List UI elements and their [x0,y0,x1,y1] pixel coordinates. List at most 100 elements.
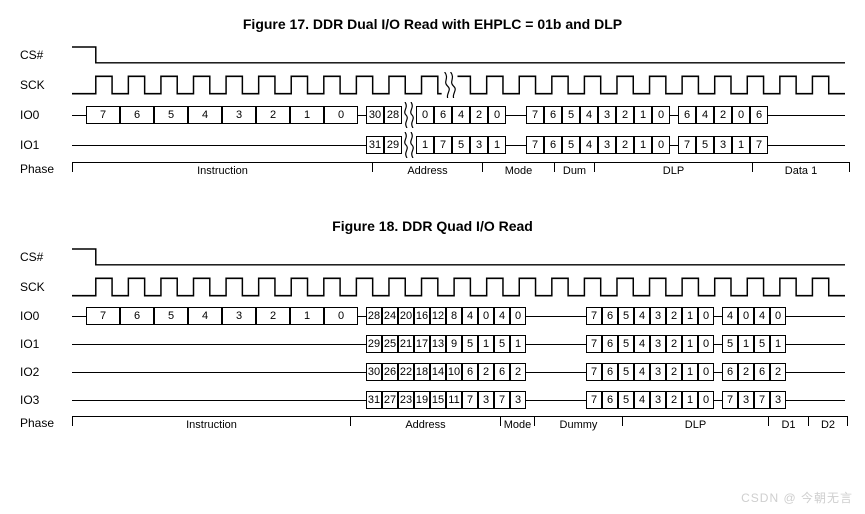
bit-cell: 5 [462,335,478,353]
bit-cell: 0 [738,307,754,325]
bit-cell: 3 [650,307,666,325]
bit-cell: 7 [754,391,770,409]
bit-cell: 6 [602,335,618,353]
bit-cell: 1 [634,136,652,154]
bit-cell: 23 [398,391,414,409]
bit-cell: 7 [586,335,602,353]
bit-cell: 26 [382,363,398,381]
bit-cell: 1 [478,335,494,353]
bit-cell: 1 [488,136,506,154]
gap [670,145,678,146]
bit-cell: 1 [770,335,786,353]
bit-cell: 31 [366,391,382,409]
gap [714,344,722,345]
phase-segment: DLP [622,416,768,426]
bit-cell: 28 [384,106,402,124]
sck-label: SCK [20,78,72,92]
bit-cell: 2 [738,363,754,381]
bit-cell: 28 [366,307,382,325]
fig18-phase-row: Phase InstructionAddressModeDummyDLPD1D2 [20,416,845,440]
bit-cell: 7 [86,106,120,124]
bit-cell: 4 [634,335,650,353]
bit-cell: 7 [86,307,120,325]
bit-cell: 6 [750,106,768,124]
bit-cell: 4 [754,307,770,325]
bit-cell: 2 [666,335,682,353]
bit-cell: 2 [478,363,494,381]
bit-cell: 21 [398,335,414,353]
gap [714,372,722,373]
gap [546,400,566,401]
gap [566,316,586,317]
bit-cell: 6 [120,106,154,124]
gap [358,400,366,401]
bit-cell: 3 [650,335,666,353]
gap [506,145,526,146]
gap [566,344,586,345]
bit-cell: 5 [618,335,634,353]
fig17-io1-row: IO1 3129175317654321075317 [20,132,845,158]
bit-cell: 0 [416,106,434,124]
bit-cell: 2 [510,363,526,381]
bit-cell: 4 [452,106,470,124]
bit-cell: 4 [722,307,738,325]
bit-cell: 12 [430,307,446,325]
bit-cell: 1 [682,363,698,381]
bit-cell: 2 [616,106,634,124]
bit-cell: 9 [446,335,462,353]
clock-waveform [72,274,845,300]
phase-segment: Instruction [72,416,350,426]
bit-cell: 5 [754,335,770,353]
io3-label: IO3 [20,393,72,407]
bit-cell: 1 [290,106,324,124]
bit-cell: 7 [586,307,602,325]
bit-cell: 0 [698,363,714,381]
gap [526,400,546,401]
fig17-block: CS# SCK IO0 7654321030280642076543210642… [20,42,845,186]
phase-segment: D2 [808,416,848,426]
bit-cell: 2 [666,307,682,325]
gap [72,115,86,116]
fig18-io3-row: IO3 3127231915117373765432107373 [20,388,845,412]
bit-cell: 7 [586,363,602,381]
gap [526,316,546,317]
phase-segment: D1 [768,416,808,426]
sck-label: SCK [20,280,72,294]
phase-segment: Instruction [72,162,372,172]
fig17-title: Figure 17. DDR Dual I/O Read with EHPLC … [20,16,845,32]
bit-cell: 3 [650,363,666,381]
bit-cell: 3 [770,391,786,409]
bit-cell: 4 [634,307,650,325]
bit-cell: 5 [562,136,580,154]
bit-cell: 29 [384,136,402,154]
bit-cell: 0 [652,136,670,154]
gap [506,115,526,116]
phase-segment: Dummy [534,416,622,426]
bit-cell: 0 [732,106,750,124]
bit-cell: 13 [430,335,446,353]
bit-cell: 3 [222,307,256,325]
bit-cell: 2 [770,363,786,381]
phase-segment: Mode [482,162,554,172]
bit-cell: 10 [446,363,462,381]
bit-cell: 0 [770,307,786,325]
bit-cell: 0 [488,106,506,124]
bit-cell: 3 [222,106,256,124]
io0-label: IO0 [20,108,72,122]
bit-cell: 3 [470,136,488,154]
bit-cell: 14 [430,363,446,381]
cs-waveform [72,43,845,67]
bit-cell: 11 [446,391,462,409]
bit-cell: 4 [580,136,598,154]
bit-cell: 5 [722,335,738,353]
phase-label: Phase [20,162,72,176]
bit-cell: 2 [666,363,682,381]
bit-cell: 0 [652,106,670,124]
bit-cell: 2 [256,106,290,124]
bit-cell: 0 [698,335,714,353]
gap [546,344,566,345]
bit-cell: 8 [446,307,462,325]
gap [526,372,546,373]
bit-cell: 1 [682,335,698,353]
gap [526,344,546,345]
